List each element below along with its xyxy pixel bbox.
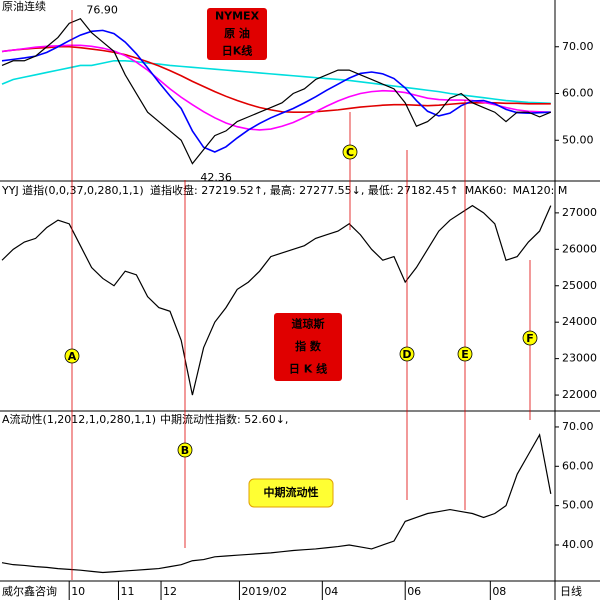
y-tick-label: 26000	[562, 242, 597, 255]
panel-title: A流动性(1,2012,1,0,280,1,1)	[2, 412, 156, 426]
marker-label: A	[68, 350, 77, 363]
y-tick-label: 40.00	[562, 538, 594, 551]
series-line	[1, 44, 551, 131]
y-tick-label: 25000	[562, 279, 597, 292]
marker-label: C	[346, 146, 354, 159]
panel-header: ↓	[352, 184, 361, 197]
y-tick-label: 60.00	[562, 87, 594, 100]
marker-circle	[342, 144, 358, 160]
series-line	[1, 204, 552, 396]
marker-label: B	[181, 444, 189, 457]
panel-header: 中期流动性指数: 52.60	[160, 412, 276, 426]
label-box-text: 原 油	[224, 26, 250, 40]
marker-circle	[457, 346, 473, 362]
panel-header: , 最高: 27277.55	[263, 183, 352, 197]
marker-circle	[399, 346, 415, 362]
y-tick-label: 27000	[562, 206, 597, 219]
series-line	[1, 17, 552, 165]
panel-header: ↓	[276, 413, 285, 426]
series-line	[1, 29, 551, 153]
y-tick-label: 70.00	[562, 40, 594, 53]
label-box	[248, 478, 334, 508]
series-line	[1, 45, 551, 114]
label-box-text: 道琼斯	[292, 316, 325, 330]
y-tick-label: 22000	[562, 388, 597, 401]
brand: 威尔鑫咨询	[2, 584, 57, 598]
marker-circle	[64, 348, 80, 364]
label-box-text: 指 数	[295, 339, 322, 353]
panel-header: , 最低: 27182.45	[361, 184, 450, 197]
panel-header: ,	[285, 413, 289, 426]
annotation: 76.90	[86, 3, 118, 16]
panel-header: MAK60:	[465, 184, 507, 197]
x-tick-label: 06	[407, 585, 421, 598]
marker-circle	[522, 330, 538, 346]
x-tick-label: 04	[324, 585, 338, 598]
panel-header: MA120: M	[513, 184, 568, 197]
panel-title: 原油连续	[2, 0, 46, 13]
label-box-text: 日K线	[222, 43, 253, 57]
x-tick-label: 10	[71, 585, 85, 598]
label-box	[207, 8, 267, 60]
label-box-text: NYMEX	[215, 10, 260, 23]
y-tick-label: 50.00	[562, 499, 594, 512]
period: 日线	[560, 584, 582, 598]
label-box	[274, 313, 342, 381]
marker-label: D	[402, 348, 411, 361]
marker-label: F	[526, 332, 534, 345]
marker-circle	[177, 442, 193, 458]
x-tick-label: 08	[492, 585, 506, 598]
label-box-text: 日 K 线	[289, 362, 327, 376]
y-tick-label: 50.00	[562, 133, 594, 146]
panel-header: ↑	[450, 184, 459, 197]
panel-header: ↑	[254, 184, 263, 197]
y-tick-label: 70.00	[562, 420, 594, 433]
y-tick-label: 23000	[562, 352, 597, 365]
marker-label: E	[461, 348, 469, 361]
annotation: 42.36	[200, 171, 232, 184]
x-tick-label: 12	[163, 585, 177, 598]
series-line	[1, 433, 552, 574]
x-tick-label: 2019/02	[241, 585, 287, 598]
y-tick-label: 24000	[562, 315, 597, 328]
label-box-text: 中期流动性	[264, 485, 319, 499]
x-tick-label: 11	[120, 585, 134, 598]
y-tick-label: 60.00	[562, 459, 594, 472]
panel-header: 道指收盘: 27219.52	[150, 183, 254, 197]
